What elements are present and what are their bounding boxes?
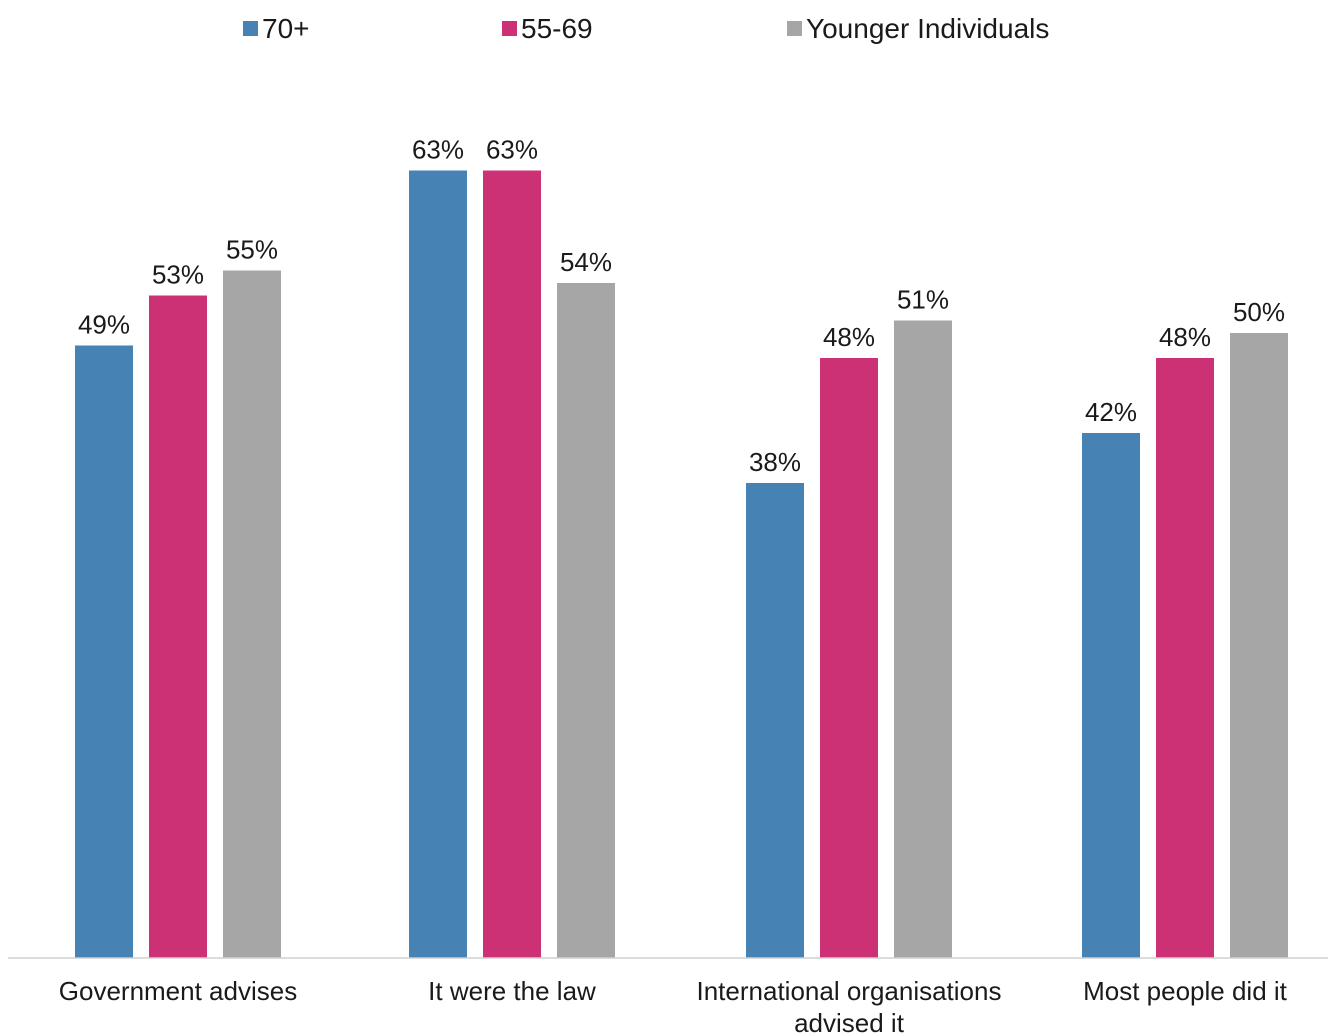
data-label-2-2: 51% bbox=[897, 285, 949, 315]
bar-3-2 bbox=[1230, 333, 1288, 958]
data-label-3-2: 50% bbox=[1233, 297, 1285, 327]
legend-swatch-1 bbox=[502, 21, 517, 36]
bar-3-0 bbox=[1082, 433, 1140, 958]
legend-label-1: 55-69 bbox=[521, 13, 593, 44]
legend-swatch-0 bbox=[243, 21, 258, 36]
chart-category-labels: Government advises It were the law Interna… bbox=[59, 976, 1288, 1035]
chart-bars bbox=[75, 170, 1288, 958]
data-label-0-2: 55% bbox=[226, 235, 278, 265]
category-label-1: It were the law bbox=[428, 976, 596, 1006]
bar-0-2 bbox=[223, 270, 281, 958]
data-label-3-0: 42% bbox=[1085, 397, 1137, 427]
legend-label-2: Younger Individuals bbox=[806, 13, 1049, 44]
bar-3-1 bbox=[1156, 358, 1214, 958]
legend-label-0: 70+ bbox=[262, 13, 310, 44]
data-label-3-1: 48% bbox=[1159, 322, 1211, 352]
bar-1-2 bbox=[557, 283, 615, 958]
data-label-2-0: 38% bbox=[749, 447, 801, 477]
category-label-2-line-1: advised it bbox=[794, 1008, 905, 1035]
bar-1-0 bbox=[409, 170, 467, 958]
chart-value-labels: 49% 53% 55% 63% 63% 54% 38% 48% 51% 42% 48% 50% bbox=[78, 135, 1285, 478]
data-label-0-1: 53% bbox=[152, 260, 204, 290]
bar-2-0 bbox=[746, 483, 804, 958]
data-label-1-1: 63% bbox=[486, 135, 538, 165]
bar-0-1 bbox=[149, 295, 207, 958]
bar-2-1 bbox=[820, 358, 878, 958]
data-label-1-2: 54% bbox=[560, 247, 612, 277]
chart-legend: 70+ 55-69 Younger Individuals bbox=[243, 13, 1049, 44]
data-label-0-0: 49% bbox=[78, 310, 130, 340]
category-label-2-line-0: International organisations bbox=[697, 976, 1002, 1006]
data-label-2-1: 48% bbox=[823, 322, 875, 352]
category-label-3: Most people did it bbox=[1083, 976, 1288, 1006]
bar-0-0 bbox=[75, 345, 133, 958]
bar-1-1 bbox=[483, 170, 541, 958]
legend-swatch-2 bbox=[787, 21, 802, 36]
bar-2-2 bbox=[894, 320, 952, 958]
category-label-0: Government advises bbox=[59, 976, 297, 1006]
data-label-1-0: 63% bbox=[412, 135, 464, 165]
